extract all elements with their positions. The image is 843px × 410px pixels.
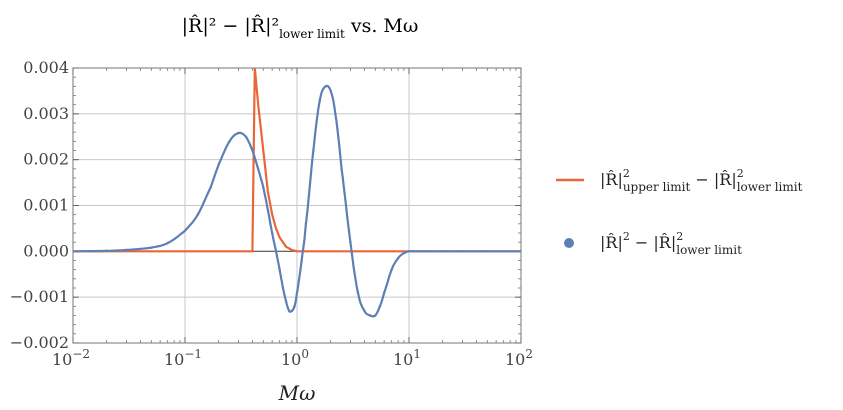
data-point [270,231,274,235]
data-point [461,250,464,253]
data-point [318,98,322,102]
chart-title-suffix: vs. Mω [345,15,419,37]
data-point [244,135,248,138]
data-point [281,286,285,290]
x-tick-label: 100 [281,347,309,369]
data-point [295,291,299,294]
series-2 [73,84,521,318]
upper-limit-curve [73,68,521,253]
data-point [349,240,352,244]
series-1 [73,68,521,253]
data-point [382,291,386,294]
data-point [402,251,406,255]
y-tick-label: −0.002 [10,333,69,352]
data-point [427,250,430,253]
data-point [356,291,360,294]
data-point [519,250,521,253]
data-point [73,250,75,253]
data-point [378,305,382,308]
data-point [441,250,444,253]
plot-area: 10−2 10−1 100 101 102 −0.002 −0.001 0.000 0.001 0… [10,58,533,369]
data-point [196,213,199,216]
x-tick-label: 102 [505,347,533,369]
data-point [304,222,308,226]
data-point [390,268,393,271]
data-point [217,163,220,166]
x-axis-label: Mω [278,381,316,405]
y-tick-label: −0.001 [10,287,69,306]
y-tick-label: 0.002 [23,150,69,169]
data-point [266,208,270,212]
data-point [183,229,187,232]
data-point [486,250,489,253]
y-tick-label: 0.003 [23,104,69,123]
legend-label: |R̂|2 upper limit − |R̂|2 lower limit [600,167,803,194]
data-point [228,140,231,143]
data-point [251,149,254,152]
data-point [237,131,240,135]
x-tick-label: 10−1 [164,347,202,369]
data-point [416,250,420,253]
data-point [396,257,400,260]
chart-title: |R̂|² − |R̂|²lower limit vs. Mω [182,15,419,41]
legend-label: |R̂|2 − |R̂|2 lower limit [600,230,742,257]
data-point [300,259,303,262]
legend-swatch-point [564,238,574,248]
data-point [293,305,296,308]
chart-title-sub: lower limit [279,27,345,41]
data-point [324,85,327,88]
data-point [284,300,288,303]
data-point [368,314,372,317]
data-point [312,149,315,152]
data-point [125,248,128,252]
legend: |R̂|2 upper limit − |R̂|2 lower limit |R̂|2… [556,167,803,257]
data-point [407,250,411,253]
data-point [278,268,281,271]
y-tick-label: 0.001 [23,196,69,215]
data-point [274,250,278,253]
chart-title-main: |R̂|² − |R̂|² [182,15,279,37]
y-tick-label: 0.000 [23,241,69,260]
x-tick-label: 10−2 [52,347,90,369]
y-tick-label: 0.004 [23,58,69,77]
data-point [287,309,291,313]
data-point [329,89,332,93]
data-point [256,167,260,171]
data-point [150,246,153,249]
data-point [363,309,366,313]
data-point [334,112,337,116]
data-point [290,309,294,313]
data-point [340,167,343,171]
data-point [166,241,169,245]
data-point [374,314,377,317]
data-point [105,249,108,253]
data-point [262,185,265,189]
x-tick-label: 101 [393,347,421,369]
data-point [209,185,213,189]
